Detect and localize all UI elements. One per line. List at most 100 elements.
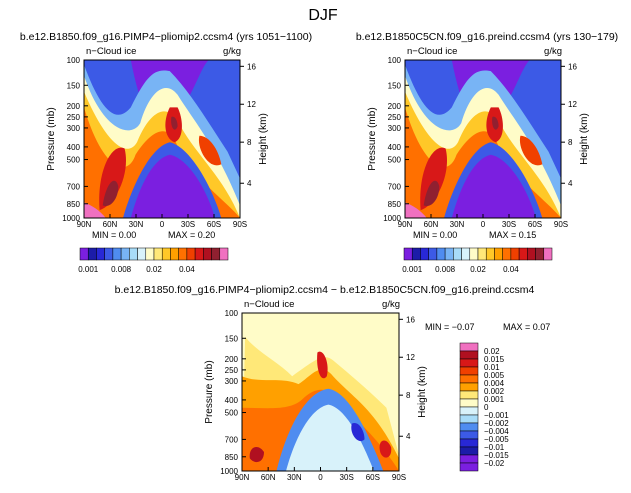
colorbar-swatch	[459, 462, 479, 472]
contour-band	[423, 180, 440, 206]
colorbar-label: −0.015	[484, 451, 509, 460]
colorbar-label: 0.04	[179, 265, 195, 274]
colorbar-swatch	[420, 247, 429, 261]
x-tick-label: 90N	[398, 220, 413, 229]
x-tick-label: 30N	[450, 220, 465, 229]
colorbar-label: 0.008	[435, 265, 456, 274]
colorbar-swatch	[459, 398, 479, 408]
colorbar-swatch	[153, 247, 163, 261]
colorbar-swatch	[494, 247, 503, 261]
y-tick-label: 500	[67, 156, 81, 165]
colorbar-swatch	[461, 247, 471, 261]
y2-tick-label: 16	[247, 62, 256, 71]
contour-band	[249, 446, 264, 463]
y-tick-label: 300	[388, 124, 402, 133]
colorbar-swatch	[137, 247, 147, 261]
colorbar-swatch	[459, 374, 479, 384]
colorbar-swatch	[518, 247, 528, 261]
colorbar-swatch	[469, 247, 479, 261]
x-tick-label: 30N	[129, 220, 144, 229]
y-axis-title: Pressure (mb)	[46, 107, 57, 170]
colorbar-swatch	[459, 358, 479, 368]
y-tick-label: 1000	[220, 467, 238, 476]
x-tick-label: 60S	[528, 220, 542, 229]
y-tick-label: 250	[225, 366, 239, 375]
panel-title: b.e12.B1850.f09_g16.PIMP4−pliomip2.ccsm4…	[20, 31, 312, 43]
y-tick-label: 500	[388, 156, 402, 165]
units-label: g/kg	[544, 46, 562, 57]
colorbar: 0.020.0150.010.0050.0040.0020.0010−0.001…	[459, 342, 509, 472]
y2-tick-label: 4	[568, 179, 573, 188]
colorbar-label: −0.02	[484, 459, 505, 468]
field-label: n−Cloud ice	[244, 299, 294, 310]
y-tick-label: 200	[67, 102, 81, 111]
contour-field	[84, 60, 240, 218]
x-tick-label: 90N	[77, 220, 92, 229]
x-tick-label: 60N	[261, 473, 276, 482]
colorbar-swatch	[459, 406, 479, 416]
colorbar-swatch	[527, 247, 536, 261]
colorbar-swatch	[535, 247, 545, 261]
colorbar-label: 0.001	[78, 265, 99, 274]
colorbar-swatch	[459, 390, 479, 400]
min-label: MIN = −0.07	[425, 322, 475, 332]
x-tick-label: 30S	[181, 220, 195, 229]
colorbar-label: −0.002	[484, 419, 509, 428]
y-tick-label: 850	[225, 453, 239, 462]
min-label: MIN = 0.00	[92, 230, 136, 240]
colorbar-label: −0.005	[484, 435, 509, 444]
colorbar-swatch	[477, 247, 487, 261]
y2-axis-title: Height (km)	[258, 113, 269, 165]
y2-tick-label: 12	[406, 353, 415, 362]
field-label: n−Cloud ice	[86, 46, 136, 57]
y-tick-label: 300	[67, 124, 81, 133]
x-tick-label: 0	[160, 220, 165, 229]
colorbar-label: 0.005	[484, 371, 505, 380]
colorbar-swatch	[194, 247, 204, 261]
contour-band	[130, 154, 215, 218]
y-tick-label: 100	[225, 309, 239, 318]
y2-tick-label: 8	[568, 138, 573, 147]
colorbar-swatch	[510, 247, 520, 261]
colorbar-swatch	[436, 247, 446, 261]
max-label: MAX = 0.15	[489, 230, 536, 240]
colorbar-label: −0.01	[484, 443, 505, 452]
colorbar-swatch	[403, 247, 413, 261]
colorbar-swatch	[453, 247, 462, 261]
colorbar-swatch	[79, 247, 89, 261]
panel-1: b.e12.B1850.f09_g16.PIMP4−pliomip2.ccsm4…	[20, 31, 312, 274]
colorbar-swatch	[459, 414, 479, 424]
contour-band	[317, 351, 328, 379]
colorbar-label: −0.001	[484, 411, 509, 420]
contour-band	[492, 116, 499, 130]
x-tick-label: 90S	[233, 220, 247, 229]
y-tick-label: 150	[67, 81, 81, 90]
colorbar-swatch	[203, 247, 212, 261]
colorbar-swatch	[459, 438, 479, 448]
y2-axis-title: Height (km)	[417, 366, 428, 418]
y-tick-label: 300	[225, 377, 239, 386]
field-label: n−Cloud ice	[407, 46, 457, 57]
max-label: MAX = 0.20	[168, 230, 215, 240]
y-tick-label: 150	[225, 334, 239, 343]
max-label: MAX = 0.07	[503, 322, 550, 332]
y2-tick-label: 4	[406, 432, 411, 441]
y-tick-label: 400	[388, 143, 402, 152]
colorbar-swatch	[178, 247, 188, 261]
colorbar-swatch	[459, 446, 479, 456]
min-label: MIN = 0.00	[413, 230, 457, 240]
contour-band	[405, 202, 427, 218]
colorbar-swatch	[459, 430, 479, 440]
contour-band	[519, 135, 543, 166]
colorbar-swatch	[96, 247, 105, 261]
colorbar-swatch	[186, 247, 196, 261]
colorbar-swatch	[170, 247, 179, 261]
y2-tick-label: 4	[247, 179, 252, 188]
x-tick-label: 0	[481, 220, 486, 229]
colorbar-swatch	[428, 247, 438, 261]
x-tick-label: 90S	[554, 220, 568, 229]
y-tick-label: 400	[67, 143, 81, 152]
colorbar-swatch	[459, 422, 479, 432]
y-tick-label: 1000	[62, 214, 80, 223]
